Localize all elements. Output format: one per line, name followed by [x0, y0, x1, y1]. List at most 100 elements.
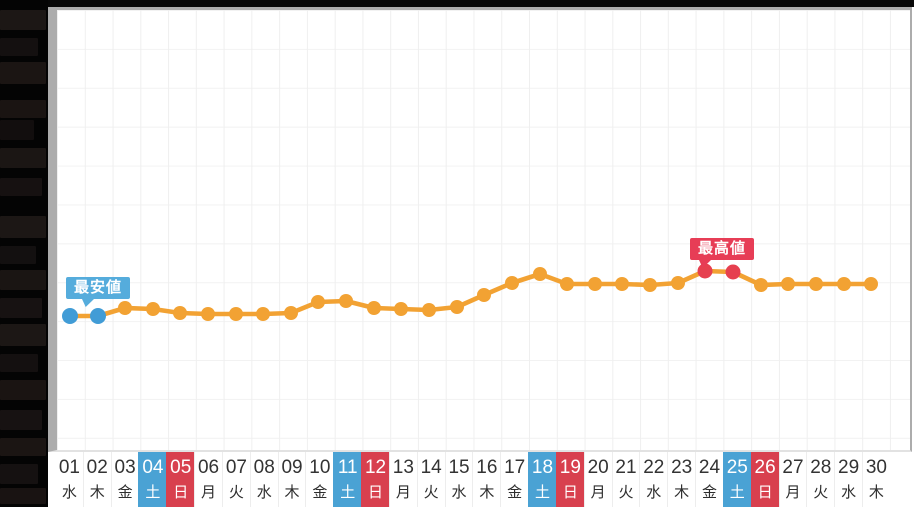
weekday-label: 水	[646, 484, 662, 501]
weekday-label: 土	[534, 484, 550, 501]
min-price-dot	[90, 308, 106, 324]
x-axis-day-cell: 16 木	[472, 452, 501, 507]
weekday-label: 土	[729, 484, 745, 501]
data-point-dot	[615, 277, 629, 291]
weekday-label: 火	[228, 484, 244, 501]
data-point-dot	[781, 277, 795, 291]
redacted-y-axis	[0, 0, 48, 507]
x-axis-day-cell: 02 木	[82, 452, 111, 507]
weekday-label: 土	[340, 484, 356, 501]
redacted-label-block	[0, 438, 46, 456]
chart-grid	[57, 10, 910, 450]
x-axis-day-cell: 04 土	[138, 452, 167, 507]
day-number-label: 01	[58, 457, 80, 478]
day-number-label: 23	[671, 457, 693, 478]
x-axis-day-cell: 07 火	[221, 452, 250, 507]
redacted-label-block	[0, 148, 46, 168]
redacted-label-block	[0, 380, 46, 400]
day-number-label: 20	[587, 457, 609, 478]
data-point-dot	[256, 307, 270, 321]
redacted-label-block	[0, 100, 46, 118]
x-axis-day-cell: 14 火	[416, 452, 445, 507]
day-number-label: 28	[810, 457, 832, 478]
data-point-dot	[533, 267, 547, 281]
redacted-label-block	[0, 62, 46, 84]
x-axis-day-cell: 23 木	[667, 452, 696, 507]
weekday-label: 日	[562, 484, 578, 501]
day-number-label: 21	[615, 457, 637, 478]
weekday-label: 月	[395, 484, 411, 501]
weekday-label: 火	[618, 484, 634, 501]
data-point-dot	[588, 277, 602, 291]
x-axis-day-cell: 03 金	[110, 452, 139, 507]
data-point-dot	[201, 307, 215, 321]
data-point-dot	[173, 306, 187, 320]
redacted-label-block	[0, 246, 36, 264]
day-number-label: 29	[838, 457, 860, 478]
data-point-dot	[809, 277, 823, 291]
day-number-label: 09	[281, 457, 303, 478]
redacted-label-block	[0, 270, 46, 290]
day-number-label: 18	[531, 457, 554, 478]
weekday-label: 日	[368, 484, 384, 501]
data-point-dot	[422, 303, 436, 317]
x-axis-day-cell: 24 金	[695, 452, 723, 507]
redacted-label-block	[0, 10, 46, 30]
x-axis-day-cell: 11 土	[333, 452, 362, 507]
weekday-label: 火	[423, 484, 439, 501]
weekday-label: 金	[507, 484, 523, 501]
redacted-header-bar	[48, 0, 914, 7]
day-number-label: 17	[504, 457, 526, 478]
price-line-chart	[62, 263, 878, 324]
x-axis-day-cell: 12 日	[361, 452, 389, 507]
max-price-tooltip: 最高値	[690, 238, 755, 260]
data-point-dot	[560, 277, 574, 291]
data-point-dot	[339, 294, 353, 308]
x-axis-day-cell: 20 月	[583, 452, 612, 507]
redacted-label-block	[0, 38, 38, 56]
day-number-label: 26	[754, 457, 776, 478]
data-point-dot	[118, 301, 132, 315]
redacted-label-block	[0, 488, 46, 504]
day-number-label: 08	[253, 457, 275, 478]
day-number-label: 05	[170, 457, 192, 478]
weekday-label: 金	[701, 484, 717, 501]
min-price-tooltip: 最安値	[66, 277, 131, 299]
weekday-label: 水	[61, 484, 77, 501]
data-point-dot	[864, 277, 878, 291]
redacted-label-block	[0, 464, 38, 484]
day-number-label: 30	[865, 457, 887, 478]
x-axis-day-cell: 10 金	[305, 452, 334, 507]
redacted-label-block	[0, 410, 42, 430]
weekday-label: 金	[312, 484, 328, 501]
weekday-label: 木	[674, 484, 690, 501]
day-number-label: 19	[559, 457, 581, 478]
day-number-label: 03	[114, 457, 136, 478]
x-axis-day-cell: 19 日	[555, 452, 584, 507]
x-axis-day-cell: 13 月	[388, 452, 417, 507]
redacted-label-block	[0, 120, 34, 140]
min-price-tooltip-label: 最安値	[74, 279, 123, 296]
data-point-dot	[643, 278, 657, 292]
day-number-label: 06	[197, 457, 220, 478]
redacted-label-block	[0, 298, 42, 318]
weekday-label: 水	[256, 484, 272, 501]
day-number-label: 04	[142, 457, 164, 478]
x-axis-day-cell: 29 水	[834, 452, 863, 507]
weekday-label: 月	[590, 484, 606, 501]
x-axis-day-cell: 27 月	[778, 452, 807, 507]
day-number-label: 10	[309, 457, 331, 478]
x-axis-day-cell: 17 金	[500, 452, 529, 507]
data-point-dot	[394, 302, 408, 316]
data-point-dot	[505, 276, 519, 290]
data-point-dot	[367, 301, 381, 315]
weekday-label: 火	[813, 484, 829, 501]
data-point-dot	[146, 302, 160, 316]
day-number-label: 14	[420, 457, 442, 478]
weekday-label: 日	[173, 484, 189, 501]
redacted-label-block	[0, 324, 46, 346]
weekday-label: 木	[284, 484, 300, 501]
x-axis-day-cell: 21 火	[611, 452, 640, 507]
data-point-dot	[229, 307, 243, 321]
